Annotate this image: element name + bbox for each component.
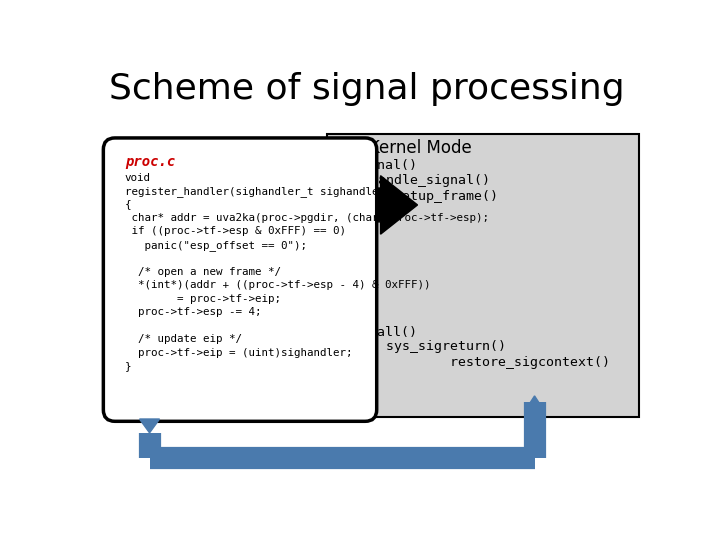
Text: Scheme of signal processing: Scheme of signal processing (109, 72, 624, 106)
Text: {: { (125, 200, 132, 210)
Text: /* update eip */: /* update eip */ (125, 334, 242, 345)
Text: proc->tf->esp -= 4;: proc->tf->esp -= 4; (125, 307, 261, 318)
Text: = proc->tf->eip;: = proc->tf->eip; (125, 294, 281, 304)
Text: proc->tf->eip = (uint)sighandler;: proc->tf->eip = (uint)sighandler; (125, 348, 352, 358)
Text: signal(): signal() (354, 159, 418, 172)
Text: }: } (125, 361, 132, 372)
FancyBboxPatch shape (327, 134, 639, 417)
Text: >setup_frame(): >setup_frame() (354, 190, 498, 202)
Text: sys_sigreturn(): sys_sigreturn() (354, 340, 505, 354)
Text: register_handler(sighandler_t sighandler): register_handler(sighandler_t sighandler… (125, 186, 392, 197)
Text: m_call(): m_call() (354, 325, 418, 338)
Text: handle_signal(): handle_signal() (354, 174, 490, 187)
FancyBboxPatch shape (104, 138, 377, 421)
Text: restore_sigcontext(): restore_sigcontext() (354, 356, 610, 369)
Polygon shape (525, 396, 544, 411)
Text: *(int*)(addr + ((proc->tf->esp - 4) & 0xFFF)): *(int*)(addr + ((proc->tf->esp - 4) & 0x… (125, 280, 431, 291)
Text: char* addr = uva2ka(proc->pgdir, (char*)proc->tf->esp);: char* addr = uva2ka(proc->pgdir, (char*)… (125, 213, 489, 223)
Polygon shape (140, 419, 160, 433)
Text: panic("esp_offset == 0");: panic("esp_offset == 0"); (125, 240, 307, 251)
Polygon shape (330, 176, 418, 234)
Text: /* open a new frame */: /* open a new frame */ (125, 267, 281, 277)
Text: Kernel Mode: Kernel Mode (369, 139, 472, 157)
Text: proc.c: proc.c (125, 155, 175, 169)
Text: void: void (125, 173, 151, 183)
Text: if ((proc->tf->esp & 0xFFF) == 0): if ((proc->tf->esp & 0xFFF) == 0) (125, 226, 346, 237)
